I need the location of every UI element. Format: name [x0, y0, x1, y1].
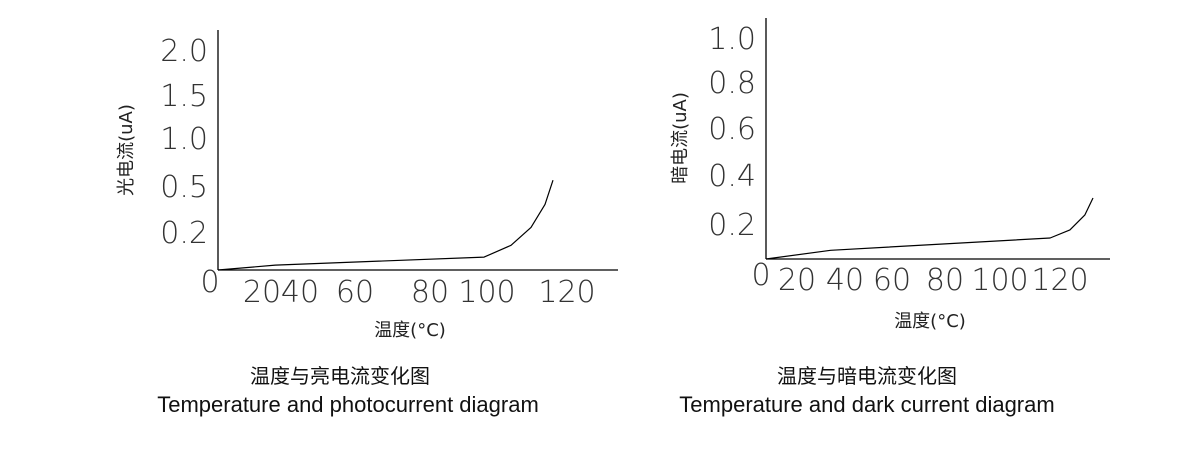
- chart-2-x-tick-label: 0: [751, 258, 770, 293]
- chart-2-y-tick-label: 0.6: [708, 112, 756, 147]
- chart-1-x-tick-label: 100: [458, 275, 515, 310]
- chart-2-x-tick-label: 80: [926, 263, 964, 298]
- chart-1-y-tick-label: 1.0: [160, 122, 208, 157]
- chart-2-x-tick-label: 40: [826, 263, 864, 298]
- chart-1-series-line: [217, 180, 554, 271]
- chart-1-y-tick-label: 2.0: [160, 34, 208, 69]
- chart-1-subtitle: Temperature and photocurrent diagram: [157, 392, 539, 417]
- chart-1-x-axis-label: 温度(°C): [374, 320, 446, 341]
- chart-2-y-axis-label: 暗电流(uA): [670, 92, 691, 184]
- chart-2-series-line: [765, 197, 1094, 260]
- chart-1-x-tick-label: 40: [281, 275, 319, 310]
- chart-1-y-tick-label: 0.5: [160, 170, 208, 205]
- chart-1-title: 温度与亮电流变化图: [250, 366, 430, 388]
- chart-1-x-tick-label: 80: [411, 275, 449, 310]
- chart-2-subtitle: Temperature and dark current diagram: [679, 392, 1055, 417]
- chart-2-x-tick-label: 100: [971, 263, 1028, 298]
- chart-1-x-tick-label: 20: [243, 275, 281, 310]
- chart-2-x-axis-label: 温度(°C): [894, 311, 966, 332]
- chart-1-y-tick-label: 1.5: [160, 79, 208, 114]
- chart-1-y-axis-label: 光电流(uA): [116, 104, 137, 196]
- chart-2-y-tick-label: 0.2: [708, 208, 756, 243]
- chart-2-y-tick-label: 0.4: [708, 159, 756, 194]
- chart-2-x-tick-label: 60: [873, 263, 911, 298]
- chart-2-y-tick-label: 1.0: [708, 22, 756, 57]
- chart-1-x-tick-label: 60: [336, 275, 374, 310]
- chart-2-x-tick-label: 120: [1031, 263, 1088, 298]
- chart-2-title: 温度与暗电流变化图: [777, 366, 957, 388]
- chart-1-x-tick-label: 0: [200, 265, 219, 300]
- chart-2-x-tick-label: 20: [778, 263, 816, 298]
- chart-2-y-tick-label: 0.8: [708, 66, 756, 101]
- chart-1-y-tick-label: 0.2: [160, 216, 208, 251]
- chart-1-x-tick-label: 120: [538, 275, 595, 310]
